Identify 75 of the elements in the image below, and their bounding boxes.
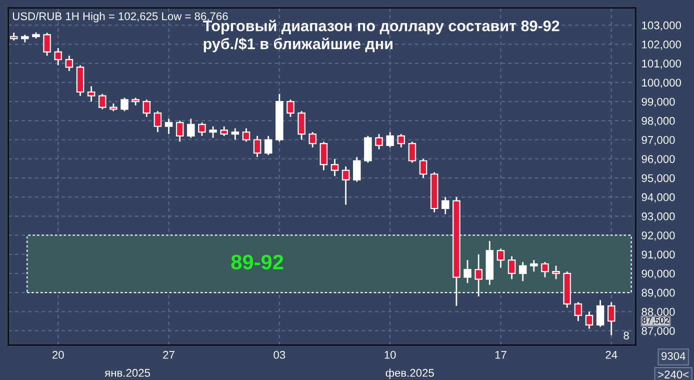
candlestick — [209, 126, 217, 139]
y-tick-label: 97,000 — [642, 136, 675, 146]
text: янв.2025 — [104, 368, 150, 377]
candlestick — [142, 98, 151, 118]
x-tick-label: 24 — [606, 350, 618, 359]
candlestick — [552, 265, 560, 280]
candlestick — [253, 135, 262, 158]
y-tick-label: 99,000 — [642, 98, 675, 108]
candlestick — [220, 126, 228, 137]
candlestick — [264, 135, 272, 156]
y-tick-label: 87,000 — [642, 326, 675, 336]
candlestick — [164, 118, 173, 135]
candlestick — [98, 93, 106, 110]
candlestick — [364, 135, 372, 164]
candlestick — [464, 259, 472, 284]
y-tick-label: 95,000 — [642, 174, 675, 184]
y-tick-label: 100,000 — [642, 78, 681, 88]
text: фев.2025 — [386, 368, 434, 379]
text: 9304 — [662, 352, 686, 360]
candlestick — [419, 158, 428, 179]
candlestick — [176, 120, 184, 142]
candlestick — [330, 158, 339, 177]
y-tick-label: 101,000 — [642, 60, 681, 69]
candlestick — [442, 196, 450, 215]
text: 8 — [624, 332, 629, 340]
candlestick — [585, 310, 594, 330]
candlestick — [298, 110, 306, 140]
candlestick — [574, 301, 582, 322]
candlestick — [508, 256, 516, 280]
candlestick — [496, 248, 505, 268]
y-tick-label: 88,000 — [642, 308, 675, 318]
candlestick — [242, 128, 250, 142]
y-tick-label: 90,000 — [642, 270, 675, 279]
y-tick-label: 93,000 — [642, 212, 675, 222]
candlestick — [308, 131, 316, 148]
candlestick — [120, 97, 128, 112]
candlestick — [43, 32, 51, 56]
candlestick — [541, 261, 549, 278]
x-tick-label: 20 — [52, 350, 64, 359]
y-tick-label: 92,000 — [642, 232, 675, 241]
y-tick-label: 94,000 — [642, 193, 675, 202]
candlestick — [352, 156, 361, 182]
candlestick — [607, 301, 616, 336]
y-tick-label: 91,000 — [642, 250, 675, 260]
candlestick — [154, 110, 162, 133]
candlestick — [286, 98, 294, 118]
candlestick — [408, 140, 416, 164]
x-tick-label: 03 — [274, 350, 286, 359]
candlestick — [87, 86, 96, 102]
text: Торговый диапазон по доллару составит 89-92 руб./$1 в ближайшие дни — [202, 20, 560, 52]
x-tick-label: 17 — [495, 351, 506, 359]
y-tick-label: 89,000 — [642, 288, 675, 298]
band-label: 89-92 — [231, 254, 284, 270]
candlestick — [530, 259, 538, 272]
candlestick — [198, 122, 206, 137]
y-tick-label: 98,000 — [642, 116, 675, 126]
x-tick-label: 27 — [163, 350, 174, 359]
x-tick-label: 10 — [384, 350, 396, 359]
candlestick — [320, 140, 328, 171]
annotation: USD/RUB 1H High = 102,625 Low = 86,766 — [12, 12, 228, 22]
y-tick-label: 103,000 — [642, 21, 681, 31]
candlestick — [231, 128, 240, 140]
text: >240< — [658, 370, 689, 378]
candlestick — [54, 47, 62, 66]
text: 87,502 — [642, 317, 670, 325]
candlestick — [386, 131, 394, 148]
candlestick — [187, 118, 195, 139]
candlestick — [518, 261, 527, 282]
candlestick — [342, 166, 350, 206]
candlestick — [397, 133, 406, 148]
candlestick — [596, 299, 604, 328]
y-tick-label: 102,000 — [642, 40, 681, 50]
y-tick-label: 96,000 — [642, 155, 675, 164]
candlestick — [65, 55, 74, 72]
candlestick — [375, 133, 383, 150]
